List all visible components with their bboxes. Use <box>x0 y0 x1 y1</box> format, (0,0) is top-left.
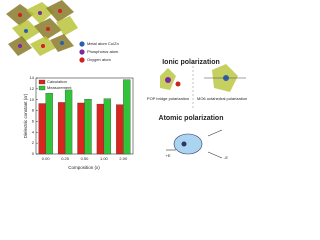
legend-swatch <box>38 85 46 91</box>
bar <box>96 103 105 155</box>
bar <box>77 102 85 155</box>
legend-label: Calculation <box>47 79 67 84</box>
y-tick-label: 14 <box>30 75 35 80</box>
x-axis-label: Composition (x) <box>68 165 100 170</box>
atom-label: Phosphorus atom <box>87 49 119 54</box>
atom-label: Metal atom Cu/Zn <box>87 41 119 46</box>
atom-label: Oxygen atom <box>87 57 111 62</box>
bar <box>116 104 124 155</box>
bar <box>45 93 53 155</box>
panel-label: POP bridge polarization <box>147 96 189 101</box>
legend-swatch <box>38 79 46 85</box>
y-tick-label: 10 <box>30 97 35 102</box>
bar <box>84 99 92 155</box>
bar <box>64 89 73 155</box>
y-tick-label: 2 <box>32 140 35 145</box>
bar <box>38 103 46 155</box>
legend-label: Measurement <box>47 85 72 90</box>
x-tick-label: 1.00 <box>100 156 109 161</box>
atom-swatch <box>79 57 85 63</box>
x-tick-label: 0.50 <box>81 156 90 161</box>
bar <box>103 98 112 155</box>
y-tick-label: 4 <box>32 129 35 134</box>
x-tick-label: 0.25 <box>61 156 70 161</box>
atom-swatch <box>79 41 85 47</box>
x-tick-label: 2.00 <box>119 156 128 161</box>
panel-title: Atomic polarization <box>159 115 224 122</box>
ionic-diagram <box>160 62 246 110</box>
y-tick-label: 12 <box>30 86 35 91</box>
y-tick-label: 8 <box>32 108 35 113</box>
figure: Ionic polarization POP bridge polarizati… <box>6 0 247 170</box>
panel-title: Ionic polarization <box>162 59 220 66</box>
atom-swatch <box>79 49 85 55</box>
panel-label: MO6 octahedral polarization <box>197 96 247 101</box>
crystal-structure <box>6 0 78 56</box>
y-axis-label: Dielectric constant (εr) <box>23 93 28 138</box>
y-tick-label: 0 <box>32 151 35 156</box>
y-tick-label: 6 <box>32 118 35 123</box>
field-label: +E <box>165 153 170 158</box>
atomic-diagram <box>166 129 223 159</box>
x-tick-label: 0.00 <box>42 156 51 161</box>
bar <box>57 102 66 155</box>
field-label: -E <box>224 155 228 160</box>
bar <box>123 79 131 155</box>
